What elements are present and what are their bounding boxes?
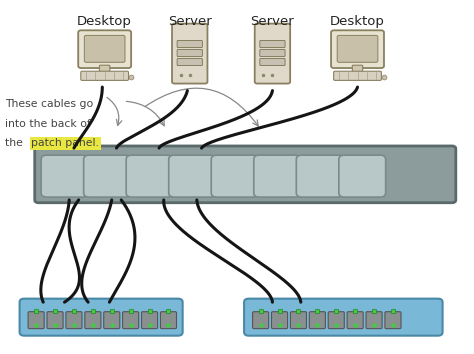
FancyBboxPatch shape: [328, 312, 344, 329]
Text: Server: Server: [251, 15, 294, 28]
FancyBboxPatch shape: [244, 299, 443, 336]
FancyBboxPatch shape: [123, 312, 139, 329]
FancyBboxPatch shape: [126, 155, 173, 197]
FancyBboxPatch shape: [352, 65, 363, 74]
FancyBboxPatch shape: [253, 312, 269, 329]
FancyBboxPatch shape: [47, 312, 63, 329]
FancyBboxPatch shape: [142, 312, 157, 329]
FancyBboxPatch shape: [160, 312, 176, 329]
FancyBboxPatch shape: [272, 312, 288, 329]
FancyBboxPatch shape: [85, 312, 101, 329]
FancyBboxPatch shape: [83, 155, 130, 197]
FancyBboxPatch shape: [337, 35, 378, 62]
FancyBboxPatch shape: [334, 71, 382, 80]
FancyBboxPatch shape: [177, 58, 202, 65]
FancyBboxPatch shape: [177, 40, 202, 47]
FancyBboxPatch shape: [366, 312, 382, 329]
FancyBboxPatch shape: [296, 155, 343, 197]
FancyBboxPatch shape: [260, 58, 285, 65]
FancyBboxPatch shape: [310, 312, 325, 329]
FancyBboxPatch shape: [81, 71, 128, 80]
FancyBboxPatch shape: [104, 312, 120, 329]
FancyBboxPatch shape: [169, 155, 216, 197]
FancyBboxPatch shape: [28, 312, 44, 329]
FancyBboxPatch shape: [331, 30, 384, 68]
FancyBboxPatch shape: [19, 299, 182, 336]
FancyBboxPatch shape: [260, 50, 285, 57]
FancyBboxPatch shape: [254, 155, 301, 197]
FancyBboxPatch shape: [172, 24, 208, 84]
FancyBboxPatch shape: [66, 312, 82, 329]
FancyBboxPatch shape: [347, 312, 363, 329]
FancyBboxPatch shape: [84, 35, 125, 62]
Text: patch panel.: patch panel.: [31, 138, 99, 148]
Text: Desktop: Desktop: [77, 15, 132, 28]
Text: Desktop: Desktop: [330, 15, 385, 28]
Text: These cables go: These cables go: [5, 99, 94, 109]
Text: Server: Server: [168, 15, 211, 28]
Text: into the back of: into the back of: [5, 119, 91, 129]
FancyBboxPatch shape: [78, 30, 131, 68]
FancyBboxPatch shape: [291, 312, 307, 329]
FancyBboxPatch shape: [339, 155, 386, 197]
FancyBboxPatch shape: [100, 65, 110, 74]
FancyBboxPatch shape: [177, 50, 202, 57]
FancyBboxPatch shape: [385, 312, 401, 329]
FancyBboxPatch shape: [260, 40, 285, 47]
Text: the: the: [5, 138, 27, 148]
FancyBboxPatch shape: [211, 155, 258, 197]
FancyBboxPatch shape: [41, 155, 88, 197]
FancyBboxPatch shape: [35, 146, 456, 203]
FancyBboxPatch shape: [255, 24, 290, 84]
